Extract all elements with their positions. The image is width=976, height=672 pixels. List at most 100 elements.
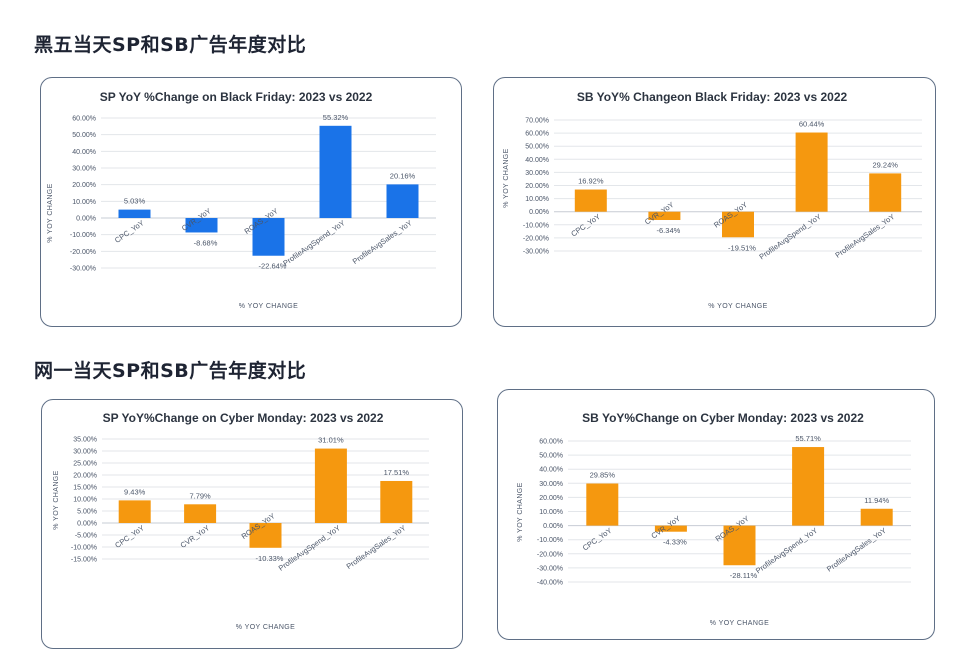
category-label: CPC_YoY (113, 218, 146, 245)
y-tick-label: 0.00% (543, 523, 563, 530)
y-tick-label: 10.00% (539, 509, 563, 516)
bar-cpc-yoy (118, 500, 151, 523)
y-tick-label: 40.00% (72, 149, 96, 156)
data-label: 5.03% (124, 197, 146, 206)
category-label: ProfileAvgSpend_YoY (277, 523, 342, 572)
bar-chart: SB YoY% Changeon Black Friday: 2023 vs 2… (503, 90, 922, 310)
x-axis-label: % YOY CHANGE (710, 620, 769, 627)
data-label: -6.34% (657, 226, 681, 235)
y-tick-label: 20.00% (73, 473, 97, 480)
bar-cpc-yoy (574, 189, 607, 212)
data-label: 11.94% (864, 496, 889, 505)
y-tick-label: 40.00% (539, 467, 563, 474)
y-tick-label: 60.00% (72, 116, 96, 123)
y-tick-label: 35.00% (73, 437, 97, 444)
bar-profileavgspend-yoy (792, 447, 825, 526)
y-tick-label: -40.00% (537, 580, 563, 587)
bar-roas-yoy (722, 211, 754, 238)
chart-title: SB YoY%Change on Cyber Monday: 2023 vs 2… (582, 411, 864, 425)
category-label: ProfileAvgSales_YoY (351, 218, 414, 266)
bar-profileavgsales-yoy (380, 480, 413, 523)
y-axis-label: % YOY CHANGE (53, 470, 60, 529)
sp-black-friday-chart-card: SP YoY %Change on Black Friday: 2023 vs … (40, 77, 462, 327)
bar-cvr-yoy (185, 218, 218, 233)
data-label: -10.33% (256, 554, 284, 563)
y-tick-label: 25.00% (73, 461, 97, 468)
bar-profileavgspend-yoy (795, 132, 828, 212)
y-tick-label: -10.00% (523, 222, 549, 229)
y-tick-label: -20.00% (523, 235, 549, 242)
category-label: ProfileAvgSpend_YoY (757, 212, 822, 261)
y-tick-label: 50.00% (72, 132, 96, 139)
data-label: 17.51% (384, 468, 410, 477)
y-tick-label: 0.00% (77, 521, 97, 528)
data-label: -28.11% (730, 571, 758, 580)
bar-cvr-yoy (648, 211, 681, 221)
y-tick-label: 50.00% (525, 144, 549, 151)
y-tick-label: 50.00% (539, 453, 563, 460)
bar-profileavgspend-yoy (319, 125, 352, 218)
cyber-monday-section-title: 网一当天SP和SB广告年度对比 (34, 360, 307, 382)
category-label: CPC_YoY (113, 523, 146, 550)
y-tick-label: -20.00% (537, 551, 563, 558)
y-tick-label: 10.00% (72, 199, 96, 206)
bar-chart: SP YoY%Change on Cyber Monday: 2023 vs 2… (53, 411, 429, 631)
bar-cvr-yoy (184, 504, 217, 523)
data-label: 7.79% (189, 491, 211, 500)
sb-cyber-monday-chart-card: SB YoY%Change on Cyber Monday: 2023 vs 2… (497, 389, 935, 640)
x-axis-label: % YOY CHANGE (708, 303, 767, 310)
bar-chart: SB YoY%Change on Cyber Monday: 2023 vs 2… (517, 411, 911, 627)
data-label: 29.24% (872, 160, 898, 169)
y-tick-label: 0.00% (529, 209, 549, 216)
bar-cpc-yoy (118, 209, 151, 218)
x-axis-label: % YOY CHANGE (239, 303, 298, 310)
y-tick-label: 60.00% (525, 131, 549, 138)
chart-title: SP YoY %Change on Black Friday: 2023 vs … (100, 90, 373, 104)
bar-profileavgsales-yoy (860, 508, 893, 526)
data-label: 29.85% (590, 471, 616, 480)
y-tick-label: -15.00% (71, 557, 97, 564)
y-axis-label: % YOY CHANGE (503, 148, 510, 207)
bar-chart: SP YoY %Change on Black Friday: 2023 vs … (47, 90, 436, 310)
y-tick-label: 20.00% (525, 183, 549, 190)
y-tick-label: 70.00% (525, 118, 549, 125)
bar-profileavgsales-yoy (386, 184, 419, 218)
y-tick-label: 30.00% (73, 449, 97, 456)
sb-black-friday-chart-card: SB YoY% Changeon Black Friday: 2023 vs 2… (493, 77, 936, 327)
y-tick-label: 0.00% (76, 216, 96, 223)
chart-title: SB YoY% Changeon Black Friday: 2023 vs 2… (577, 90, 848, 104)
data-label: 60.44% (799, 120, 825, 129)
data-label: 55.71% (795, 434, 821, 443)
bar-cvr-yoy (654, 525, 687, 532)
bar-profileavgsales-yoy (869, 173, 902, 212)
y-axis-label: % YOY CHANGE (517, 482, 524, 541)
data-label: 55.32% (323, 113, 349, 122)
black-friday-section-title: 黑五当天SP和SB广告年度对比 (34, 34, 307, 56)
y-tick-label: -20.00% (70, 249, 96, 256)
y-tick-label: 10.00% (73, 497, 97, 504)
bar-roas-yoy (249, 523, 282, 548)
y-tick-label: -10.00% (70, 232, 96, 239)
category-label: CPC_YoY (581, 526, 614, 553)
chart-title: SP YoY%Change on Cyber Monday: 2023 vs 2… (103, 411, 384, 425)
bar-cpc-yoy (586, 483, 619, 526)
data-label: -4.33% (663, 538, 687, 547)
y-axis-label: % YOY CHANGE (47, 183, 54, 242)
y-tick-label: 40.00% (525, 157, 549, 164)
category-label: CVR_YoY (179, 523, 212, 550)
y-tick-label: 20.00% (72, 182, 96, 189)
bar-profileavgspend-yoy (314, 448, 347, 523)
category-label: ProfileAvgSales_YoY (825, 526, 888, 574)
data-label: -22.64% (259, 262, 287, 271)
data-label: 9.43% (124, 487, 146, 496)
data-label: 16.92% (578, 177, 604, 186)
y-tick-label: -30.00% (537, 565, 563, 572)
y-tick-label: 20.00% (539, 495, 563, 502)
bar-roas-yoy (723, 525, 756, 566)
x-axis-label: % YOY CHANGE (236, 624, 295, 631)
data-label: -8.68% (194, 238, 218, 247)
y-tick-label: 15.00% (73, 485, 97, 492)
y-tick-label: -10.00% (71, 545, 97, 552)
y-tick-label: 60.00% (539, 439, 563, 446)
y-tick-label: -10.00% (537, 537, 563, 544)
